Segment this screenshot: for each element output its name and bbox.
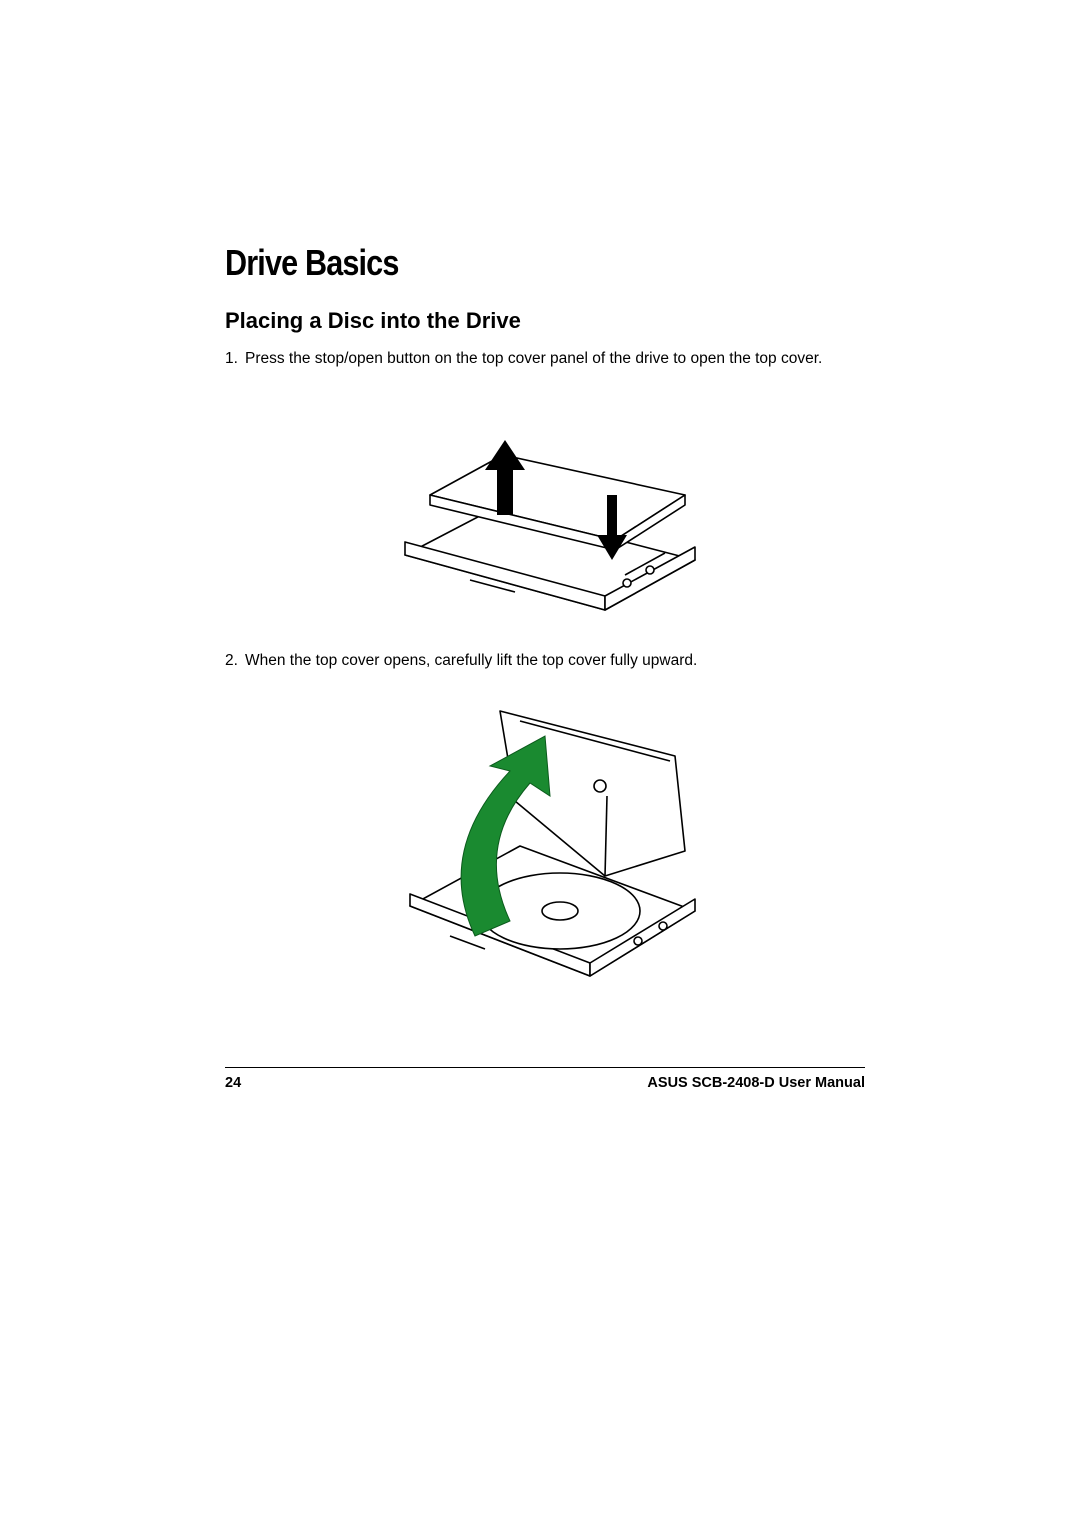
step-2: 2. When the top cover opens, carefully l… — [225, 650, 865, 672]
section-subtitle: Placing a Disc into the Drive — [225, 308, 865, 334]
manual-title: ASUS SCB-2408-D User Manual — [647, 1075, 865, 1091]
page-content: Drive Basics Placing a Disc into the Dri… — [225, 242, 865, 991]
step-1: 1. Press the stop/open button on the top… — [225, 348, 865, 370]
page-footer: 24 ASUS SCB-2408-D User Manual — [225, 1075, 865, 1091]
drive-open-illustration — [375, 701, 715, 991]
step-number: 2. — [225, 650, 245, 672]
step-text: When the top cover opens, carefully lift… — [245, 650, 865, 672]
step-text: Press the stop/open button on the top co… — [245, 348, 865, 370]
step-number: 1. — [225, 348, 245, 370]
figure-1-drive-press — [225, 400, 865, 620]
figure-2-drive-open — [225, 701, 865, 991]
footer-divider — [225, 1067, 865, 1068]
drive-closed-illustration — [375, 400, 715, 620]
page-number: 24 — [225, 1075, 241, 1091]
chapter-title: Drive Basics — [225, 242, 769, 284]
